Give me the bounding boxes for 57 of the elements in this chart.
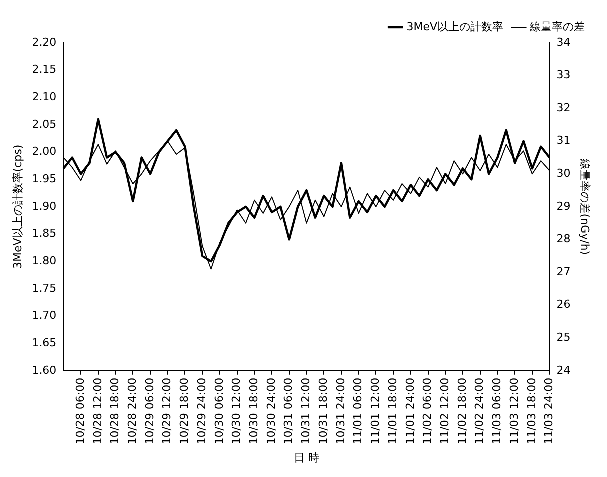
x-tick-label: 10/30 24:00: [264, 378, 278, 445]
y2-tick-label: 26: [556, 298, 571, 312]
y2-tick-label: 25: [556, 330, 571, 344]
x-tick-label: 10/30 18:00: [248, 378, 261, 445]
y2-tick-label: 30: [556, 167, 571, 180]
x-tick-label: 10/29 24:00: [195, 378, 208, 445]
legend-label: 3MeV以上の計数率: [406, 20, 504, 34]
y-tick-label: 1.90: [32, 200, 57, 213]
y2-tick-label: 32: [556, 101, 571, 114]
y-tick-label: 2.20: [32, 36, 57, 49]
y2-tick-label: 24: [556, 364, 571, 377]
legend-label: 線量率の差: [529, 20, 585, 34]
x-tick-label: 10/31 12:00: [300, 378, 313, 445]
x-tick-label: 10/31 06:00: [282, 378, 296, 445]
x-tick-label: 11/01 24:00: [404, 378, 417, 445]
x-tick-label: 10/30 12:00: [230, 378, 244, 445]
y-tick-label: 1.80: [32, 254, 57, 268]
x-tick-label: 11/01 06:00: [352, 378, 365, 445]
x-axis-title: 日 時: [294, 451, 320, 464]
x-tick-label: 11/03 18:00: [525, 378, 538, 445]
y2-tick-label: 27: [556, 265, 571, 278]
x-tick-label: 10/29 06:00: [143, 378, 156, 445]
x-tick-label: 11/02 06:00: [421, 378, 434, 445]
x-tick-label: 10/31 18:00: [316, 378, 330, 445]
y-tick-label: 1.70: [32, 309, 57, 322]
x-tick-label: 11/03 06:00: [490, 378, 504, 445]
x-tick-label: 10/30 06:00: [212, 378, 226, 445]
y2-tick-label: 28: [556, 232, 571, 246]
y-axis-title: 3MeV以上の計数率(cps): [11, 144, 24, 270]
x-tick-label: 10/28 06:00: [74, 378, 87, 445]
x-tick-label: 10/28 24:00: [126, 378, 139, 445]
y-tick-label: 1.95: [32, 172, 57, 186]
x-tick-label: 10/29 12:00: [160, 378, 174, 445]
x-tick-label: 11/03 24:00: [542, 378, 556, 445]
y-tick-label: 1.65: [32, 336, 57, 350]
y2-tick-label: 29: [556, 200, 571, 213]
y-tick-label: 1.85: [32, 227, 57, 240]
y2-tick-label: 34: [556, 36, 571, 49]
y-tick-label: 2.00: [32, 145, 57, 158]
x-tick-label: 11/02 12:00: [438, 378, 452, 445]
x-tick-label: 10/28 18:00: [108, 378, 122, 445]
x-tick-label: 11/03 12:00: [508, 378, 521, 445]
x-tick-label: 11/02 18:00: [456, 378, 469, 445]
y-tick-label: 1.60: [32, 364, 57, 377]
y2-tick-label: 31: [556, 134, 571, 148]
y-tick-label: 1.75: [32, 282, 57, 295]
y-tick-label: 2.15: [32, 63, 57, 76]
y2-tick-label: 33: [556, 68, 571, 82]
x-tick-label: 10/31 24:00: [334, 378, 348, 445]
x-tick-label: 11/01 18:00: [386, 378, 400, 445]
y-tick-label: 2.10: [32, 90, 57, 104]
x-tick-label: 11/01 12:00: [369, 378, 382, 445]
x-tick-label: 10/29 18:00: [178, 378, 192, 445]
x-tick-label: 10/28 12:00: [91, 378, 104, 445]
x-tick-label: 11/02 24:00: [473, 378, 486, 445]
y2-axis-title: 線量率の差(nGy/h): [578, 158, 592, 256]
y-tick-label: 2.05: [32, 118, 57, 131]
